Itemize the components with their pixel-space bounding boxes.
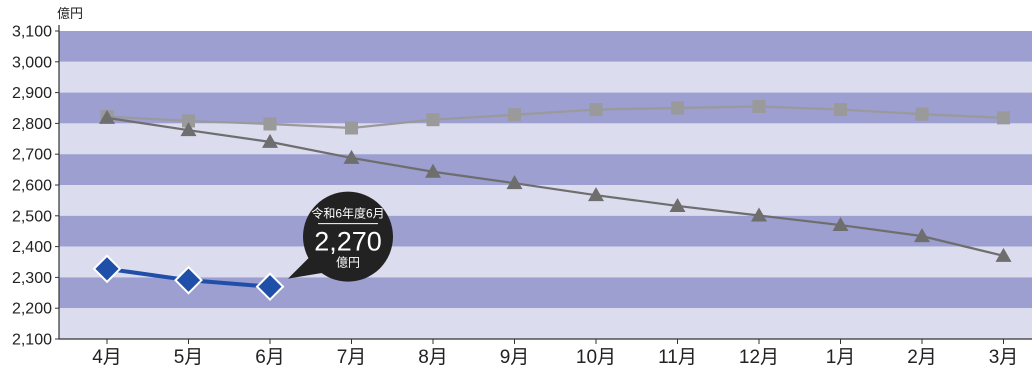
grid-band [59, 61, 1032, 93]
callout-bubble [303, 191, 393, 282]
x-tick-label: 7月 [337, 347, 367, 367]
data-point-square [671, 101, 684, 115]
data-point-square [345, 121, 358, 135]
data-point-triangle [669, 197, 686, 212]
data-point-triangle [343, 149, 360, 164]
data-point-triangle [995, 247, 1012, 262]
data-point-square [508, 108, 521, 122]
y-tick-label: 2,100 [12, 332, 52, 349]
y-tick-label: 2,800 [12, 116, 52, 133]
data-point-square [589, 103, 603, 117]
y-tick-label: 2,500 [12, 208, 52, 225]
data-point-triangle [262, 133, 278, 148]
data-point-square [997, 111, 1010, 125]
series-layer [92, 99, 1012, 302]
x-tick-label: 3月 [989, 347, 1019, 367]
background-bands [59, 31, 1032, 339]
data-point-triangle [506, 175, 523, 190]
grid-band [59, 92, 1032, 124]
data-point-square [915, 107, 929, 121]
x-tick-label: 8月 [418, 347, 448, 367]
grid-band [59, 123, 1032, 155]
x-tick-label: 11月 [658, 347, 697, 367]
y-tick-label: 2,400 [12, 239, 52, 256]
y-axis-unit-label: 億円 [57, 6, 83, 21]
x-tick-label: 9月 [500, 347, 530, 367]
x-tick-label: 12月 [739, 347, 779, 367]
series-diamond [92, 254, 285, 302]
callout: 令和6年度6月 2,270 億円 [288, 191, 393, 282]
data-point-triangle [425, 163, 441, 178]
x-tick-label: 10月 [576, 347, 616, 367]
grid-band [59, 246, 1032, 278]
grid-band [59, 185, 1032, 216]
callout-value: 2,270 [314, 227, 382, 257]
y-tick-label: 2,700 [12, 147, 52, 164]
data-point-diamond [255, 272, 285, 302]
x-tick-label: 4月 [92, 347, 122, 367]
data-point-square [263, 117, 277, 131]
grid-band [59, 31, 1032, 62]
data-point-triangle [914, 228, 930, 243]
data-point-triangle [180, 122, 197, 137]
data-point-triangle [588, 187, 604, 202]
grid-band [59, 154, 1032, 185]
data-point-diamond [92, 254, 122, 284]
callout-label: 令和6年度6月 [311, 206, 384, 221]
data-point-square [752, 99, 766, 113]
y-tick-label: 3,000 [12, 54, 52, 71]
series-line [106, 105, 1004, 130]
data-point-triangle [832, 217, 849, 232]
data-point-square [834, 103, 847, 117]
x-tick-label: 2月 [907, 347, 937, 367]
grid-band [59, 308, 1032, 339]
callout-unit: 億円 [336, 256, 360, 270]
grid-band [59, 215, 1032, 247]
x-axis-ticks: 4月 5月 6月 7月 8月 9月 10月 11月 12月 1月 2月 3月 [92, 339, 1018, 367]
y-tick-label: 2,300 [12, 270, 52, 287]
series-triangle [99, 109, 1012, 262]
data-point-triangle [751, 207, 767, 222]
data-point-diamond [174, 265, 203, 295]
y-tick-label: 2,900 [12, 85, 52, 102]
axes [58, 25, 1032, 340]
x-tick-label: 5月 [174, 347, 204, 367]
y-axis-ticks: 2,100 2,200 2,300 2,400 2,500 2,600 2,700 2,800… [12, 24, 59, 349]
y-tick-label: 3,100 [12, 24, 52, 41]
x-tick-label: 1月 [826, 347, 856, 367]
data-point-square [182, 114, 195, 128]
y-tick-label: 2,200 [12, 301, 52, 318]
data-point-triangle [99, 109, 115, 124]
x-tick-label: 6月 [255, 347, 285, 367]
series-line [106, 116, 1004, 257]
y-tick-label: 2,600 [12, 178, 52, 195]
data-point-square [426, 113, 440, 127]
